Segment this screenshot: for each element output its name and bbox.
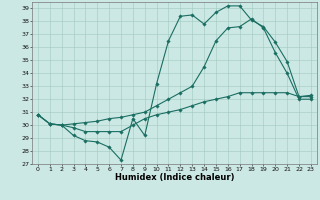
X-axis label: Humidex (Indice chaleur): Humidex (Indice chaleur) <box>115 173 234 182</box>
